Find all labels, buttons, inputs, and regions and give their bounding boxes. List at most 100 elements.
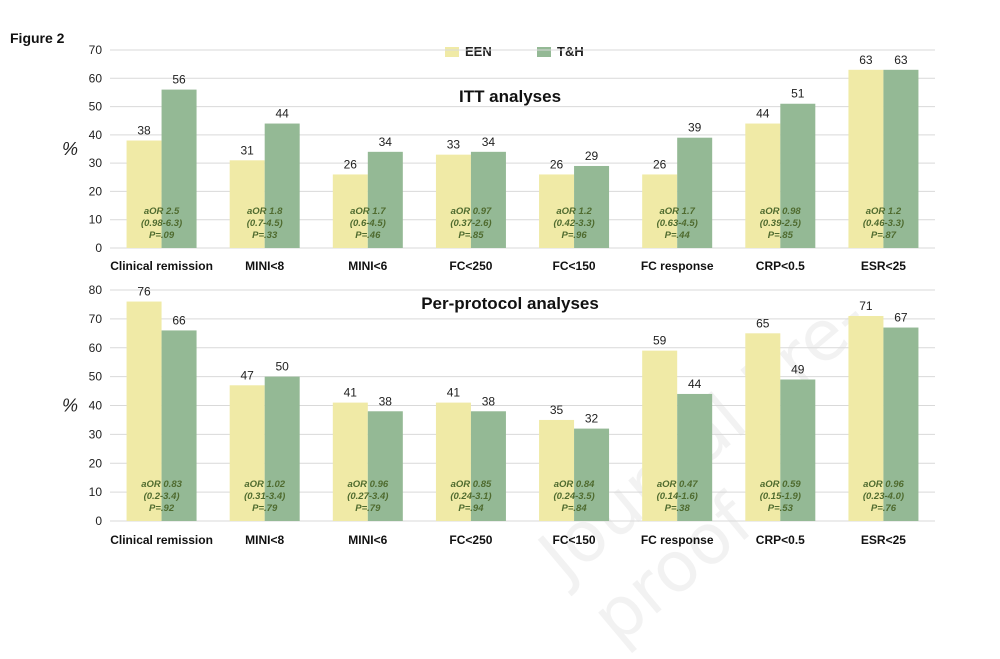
stat-annotation: (0.24-3.1)	[450, 491, 491, 502]
stat-annotation: P=.09	[149, 230, 175, 241]
data-label: 44	[688, 377, 702, 391]
data-label: 41	[447, 386, 461, 400]
data-label: 63	[894, 53, 908, 67]
x-category-label: ESR<25	[861, 533, 906, 547]
stat-annotation: aOR 1.7	[350, 206, 386, 217]
stat-annotation: P=.46	[355, 230, 381, 241]
bar-th	[883, 327, 919, 521]
x-category-label: CRP<0.5	[756, 533, 805, 547]
data-label: 71	[859, 299, 873, 313]
bar-een	[642, 350, 678, 521]
stat-annotation: (0.14-1.6)	[657, 491, 698, 502]
data-label: 26	[344, 157, 358, 171]
x-category-label: MINI<6	[348, 533, 387, 547]
stat-annotation: (0.98-6.3)	[141, 218, 182, 229]
stat-annotation: aOR 0.96	[863, 479, 904, 490]
stat-annotation: P=.33	[252, 230, 278, 241]
bar-een	[332, 402, 368, 521]
bar-th	[161, 89, 197, 248]
data-label: 39	[688, 121, 702, 135]
data-label: 29	[585, 149, 599, 163]
data-label: 34	[379, 135, 393, 149]
y-tick-label: 0	[95, 514, 102, 528]
bar-th	[264, 123, 300, 248]
x-category-label: FC<250	[449, 533, 492, 547]
legend-item-een: EEN	[445, 44, 492, 59]
data-label: 34	[482, 135, 496, 149]
chart-title: Per-protocol analyses	[421, 294, 599, 313]
data-label: 26	[653, 157, 667, 171]
stat-annotation: aOR 0.96	[347, 479, 388, 490]
data-label: 38	[482, 394, 496, 408]
bar-th	[780, 103, 816, 248]
bar-een	[848, 69, 884, 248]
stat-annotation: P=.79	[355, 503, 381, 514]
stat-annotation: aOR 1.8	[247, 206, 283, 217]
data-label: 66	[172, 313, 186, 327]
legend-item-th: T&H	[537, 44, 584, 59]
stat-annotation: (0.23-4.0)	[863, 491, 904, 502]
y-axis-label: %	[62, 139, 78, 159]
x-category-label: Clinical remission	[110, 533, 213, 547]
bar-th	[161, 330, 197, 521]
data-label: 59	[653, 334, 667, 348]
data-label: 31	[241, 143, 255, 157]
bar-th	[264, 376, 300, 521]
y-tick-label: 0	[95, 241, 102, 255]
data-label: 49	[791, 363, 805, 377]
legend-label-een: EEN	[465, 44, 492, 59]
x-category-label: FC<250	[449, 259, 492, 273]
data-label: 38	[379, 394, 393, 408]
bar-een	[229, 385, 265, 521]
data-label: 65	[756, 316, 770, 330]
bar-een	[332, 174, 368, 248]
data-label: 26	[550, 157, 564, 171]
stat-annotation: aOR 0.83	[141, 479, 182, 490]
bar-een	[539, 419, 575, 521]
data-label: 33	[447, 138, 461, 152]
x-category-label: MINI<8	[245, 533, 284, 547]
stat-annotation: (0.7-4.5)	[247, 218, 283, 229]
stat-annotation: (0.27-3.4)	[347, 491, 388, 502]
stat-annotation: aOR 0.85	[451, 479, 492, 490]
stat-annotation: P=.84	[562, 503, 588, 514]
x-category-label: FC<150	[553, 533, 596, 547]
data-label: 47	[241, 368, 255, 382]
y-axis-label: %	[62, 396, 78, 416]
bar-th	[574, 165, 610, 248]
data-label: 44	[276, 107, 290, 121]
stat-annotation: P=.92	[149, 503, 175, 514]
x-category-label: MINI<6	[348, 259, 387, 273]
stat-annotation: P=.44	[665, 230, 691, 241]
stat-annotation: P=.96	[562, 230, 588, 241]
y-tick-label: 80	[89, 283, 103, 297]
stat-annotation: aOR 1.02	[244, 479, 285, 490]
data-label: 44	[756, 107, 770, 121]
stat-annotation: aOR 0.84	[554, 479, 595, 490]
bar-een	[435, 402, 471, 521]
y-tick-label: 20	[89, 456, 103, 470]
legend-label-th: T&H	[557, 44, 584, 59]
x-category-label: FC<150	[553, 259, 596, 273]
y-tick-label: 20	[89, 184, 103, 198]
y-tick-label: 40	[89, 399, 103, 413]
stat-annotation: (0.15-1.9)	[760, 491, 801, 502]
stat-annotation: (0.31-3.4)	[244, 491, 285, 502]
bar-th	[367, 411, 403, 521]
stat-annotation: (0.37-2.6)	[450, 218, 491, 229]
bar-een	[435, 154, 471, 248]
data-label: 41	[344, 386, 358, 400]
data-label: 67	[894, 311, 908, 325]
bar-een	[848, 315, 884, 521]
y-tick-label: 70	[89, 312, 103, 326]
stat-annotation: aOR 2.5	[144, 206, 180, 217]
legend-swatch-th	[537, 46, 551, 57]
bar-een	[126, 140, 162, 248]
y-tick-label: 60	[89, 71, 103, 85]
stat-annotation: (0.2-3.4)	[144, 491, 180, 502]
y-tick-label: 10	[89, 485, 103, 499]
stat-annotation: P=.76	[871, 503, 897, 514]
bar-een	[745, 333, 781, 521]
stat-annotation: P=.38	[665, 503, 691, 514]
bar-een	[745, 123, 781, 248]
